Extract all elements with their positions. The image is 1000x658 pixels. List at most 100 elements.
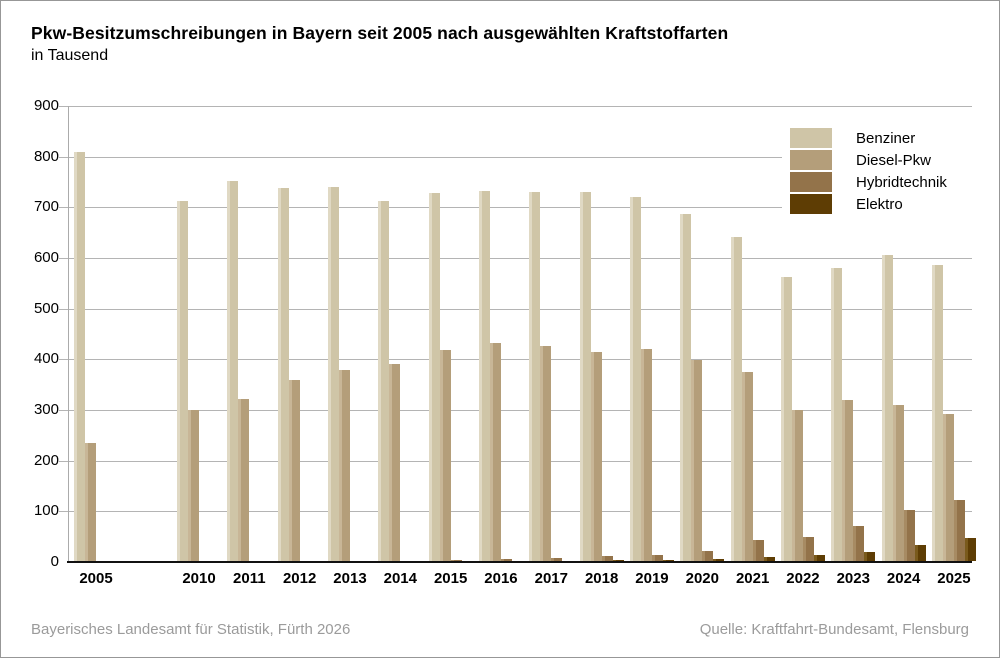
bar-benziner-2011 [227,181,239,561]
y-tick-200 [59,460,68,462]
chart-title: Pkw-Besitzumschreibungen in Bayern seit … [31,23,729,43]
bar-elektro-2020 [713,559,725,561]
y-tick-300 [59,410,68,411]
legend-swatch-hybrid-icon [790,172,832,192]
bar-hybrid-2020 [702,551,714,561]
bar-diesel-2017 [540,346,552,561]
bar-hybrid-2024 [903,510,915,561]
y-tick-100 [59,511,68,513]
bar-benziner-2022 [780,277,792,561]
bar-hybrid-2021 [752,540,764,561]
bar-diesel-2010 [188,410,199,561]
bar-benziner-2024 [881,255,893,561]
y-axis-label-600: 600 [33,249,59,266]
y-tick-600 [59,258,68,259]
bar-diesel-2018 [590,352,602,561]
bar-hybrid-2017 [551,558,563,561]
y-axis-label-700: 700 [33,198,59,216]
bar-diesel-2005 [85,443,96,561]
bar-hybrid-2018 [601,556,613,561]
y-axis-label-400: 400 [33,350,59,368]
bar-elektro-2022 [813,555,825,561]
legend: Benziner Diesel-Pkw Hybridtechnik Elektro [782,119,999,221]
bar-diesel-2019 [640,349,652,561]
y-axis-label-800: 800 [33,147,59,165]
bar-benziner-2012 [277,188,289,561]
y-axis-label-300: 300 [33,401,59,418]
y-tick-400 [59,359,68,361]
bar-elektro-2025 [964,538,976,561]
bar-diesel-2023 [842,400,854,561]
bar-benziner-2010 [177,201,188,561]
x-axis-label-2012: 2012 [282,570,317,587]
footer-source-left: Bayerisches Landesamt für Statistik, Für… [31,621,351,638]
plot-area: Benziner Diesel-Pkw Hybridtechnik Elektro 0… [34,97,999,587]
bar-diesel-2016 [489,343,501,561]
bar-benziner-2021 [730,237,742,561]
y-tick-900 [59,106,68,107]
bar-benziner-2023 [831,268,843,561]
chart-subtitle: in Tausend [31,47,109,64]
bar-hybrid-2019 [651,555,663,561]
x-axis-label-2021: 2021 [735,570,770,587]
bar-benziner-2019 [629,197,641,561]
gridline-500 [68,308,972,310]
bar-diesel-2020 [691,360,703,561]
bar-benziner-2016 [478,191,490,561]
bar-benziner-2013 [327,187,339,561]
x-axis-label-2017: 2017 [534,570,568,587]
bar-benziner-2018 [579,192,591,561]
x-axis-label-2020: 2020 [685,570,719,587]
bar-diesel-2014 [389,364,401,561]
y-axis-label-100: 100 [33,502,59,520]
gridline-300 [68,410,972,411]
bar-diesel-2021 [741,372,753,561]
x-axis-label-2018: 2018 [584,570,619,587]
y-axis-label-900: 900 [33,97,59,114]
gridline-600 [68,258,972,259]
legend-label-hybrid: Hybridtechnik [856,173,947,191]
bar-diesel-2013 [338,370,350,561]
bar-benziner-2014 [378,201,390,561]
bar-benziner-2015 [428,193,440,561]
x-axis-label-2011: 2011 [233,570,266,587]
gridline-800 [68,156,972,158]
x-axis-line [67,561,972,563]
bar-hybrid-2023 [853,526,865,561]
bar-hybrid-2015 [450,560,462,561]
x-axis-label-2015: 2015 [433,570,468,587]
legend-swatch-elektro-icon [790,194,832,214]
bar-diesel-2025 [942,414,954,561]
y-tick-500 [59,308,68,310]
bar-elektro-2024 [914,545,926,561]
legend-item-elektro: Elektro [790,193,999,215]
y-tick-700 [59,207,68,209]
x-axis-label-2024: 2024 [886,570,921,587]
bar-diesel-2012 [288,380,300,561]
y-axis-line [68,106,69,562]
legend-label-diesel: Diesel-Pkw [856,151,932,169]
y-tick-800 [59,156,68,158]
bar-benziner-2017 [529,192,541,561]
legend-item-benziner: Benziner [790,127,999,149]
x-axis-label-2022: 2022 [786,570,820,587]
bar-elektro-2021 [763,557,775,561]
y-axis-label-200: 200 [33,451,59,469]
x-axis-label-2005: 2005 [79,570,113,587]
legend-item-hybrid: Hybridtechnik [790,171,999,193]
bar-benziner-2005 [74,152,85,561]
bar-diesel-2024 [892,405,904,561]
x-axis-label-2023: 2023 [836,570,870,587]
bar-diesel-2022 [791,410,803,561]
x-axis-label-2014: 2014 [383,570,417,587]
legend-swatch-diesel-icon [790,150,832,170]
bar-hybrid-2022 [802,537,814,561]
bar-elektro-2018 [612,560,624,561]
y-axis-label-0: 0 [50,553,59,570]
bar-elektro-2019 [662,560,674,561]
gridline-400 [68,359,972,361]
x-axis-label-2019: 2019 [635,570,669,587]
gridline-900 [68,106,972,107]
x-axis-label-2010: 2010 [182,570,216,587]
legend-label-benziner: Benziner [856,129,916,147]
